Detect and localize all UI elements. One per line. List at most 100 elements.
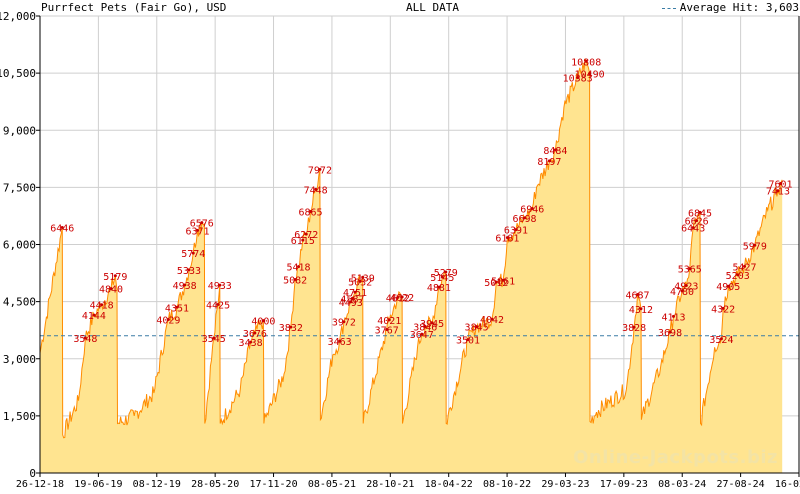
annotation-point	[695, 219, 699, 223]
annotation-point	[668, 330, 672, 334]
annotation-label: 10383	[563, 74, 593, 85]
annotation-point	[385, 328, 389, 332]
annotation-label: 3972	[332, 318, 356, 329]
annotation-point	[576, 76, 580, 80]
y-tick-label: 12,000	[0, 10, 36, 23]
x-tick-label: 28-05-20	[191, 479, 239, 490]
annotation-point	[304, 232, 308, 236]
annotation-label: 4780	[670, 287, 694, 298]
x-tick-label: 19-06-19	[74, 479, 122, 490]
chart-title: Purrfect Pets (Fair Go), USD	[41, 1, 227, 14]
annotation-point	[776, 189, 780, 193]
annotation-point	[523, 216, 527, 220]
annotation-point	[113, 274, 117, 278]
annotation-point	[166, 318, 170, 322]
annotation-label: 5279	[434, 268, 458, 279]
annotation-label: 5418	[286, 263, 310, 274]
x-tick-label: 18-04-22	[425, 479, 473, 490]
watermark-logo: Online-Jackpots.biz	[573, 447, 778, 468]
annotation-label: 5145	[430, 273, 454, 284]
annotation-point	[338, 339, 342, 343]
annotation-label: 8197	[537, 157, 561, 168]
annotation-point	[423, 325, 427, 329]
annotation-point	[109, 287, 113, 291]
x-tick-label: 16-02-25	[775, 479, 800, 490]
annotation-label: 3647	[410, 330, 434, 341]
annotation-point	[437, 285, 441, 289]
annotation-label: 3438	[239, 338, 263, 349]
x-tick-label: 28-10-21	[366, 479, 414, 490]
annotation-point	[353, 290, 357, 294]
annotation-label: 4312	[629, 305, 653, 316]
annotation-label: 3846	[413, 323, 437, 334]
annotation-point	[183, 283, 187, 287]
annotation-point	[684, 284, 688, 288]
annotation-point	[387, 318, 391, 322]
annotation-label: 4687	[625, 291, 649, 302]
x-tick-label: 17-09-23	[600, 479, 648, 490]
annotation-point	[680, 289, 684, 293]
annotation-label: 4612	[386, 293, 410, 304]
annotation-label: 5979	[743, 241, 767, 252]
y-tick-label: 4,500	[3, 296, 36, 309]
annotation-label: 4587	[340, 294, 364, 305]
annotation-point	[444, 270, 448, 274]
annotation-label: 3548	[73, 334, 97, 345]
annotation-point	[318, 167, 322, 171]
annotation-point	[191, 251, 195, 255]
annotation-point	[420, 332, 424, 336]
annotation-label: 6626	[685, 217, 709, 228]
annotation-label: 5179	[103, 272, 127, 283]
annotation-label: 5203	[726, 271, 750, 282]
annotation-point	[671, 314, 675, 318]
annotation-point	[350, 296, 354, 300]
y-tick-label: 10,500	[0, 67, 36, 80]
annotation-label: 4923	[674, 282, 698, 293]
annotation-label: 4113	[661, 312, 685, 323]
average-legend-text: Average Hit: 3,603	[679, 1, 799, 14]
annotation-label: 5427	[733, 262, 757, 273]
y-tick-label: 9,000	[3, 124, 36, 137]
annotation-label: 4418	[90, 301, 114, 312]
annotation-point	[753, 243, 757, 247]
annotation-label: 6371	[185, 226, 209, 237]
annotation-point	[249, 340, 253, 344]
annotation-label: 6845	[688, 208, 712, 219]
annotation-label: 3945	[420, 319, 444, 330]
annotation-label: 5365	[678, 265, 702, 276]
annotation-point	[358, 279, 362, 283]
annotation-label: 4905	[716, 282, 740, 293]
annotation-label: 6443	[681, 224, 705, 235]
annotation-label: 4840	[99, 285, 123, 296]
x-tick-label: 27-08-24	[717, 479, 765, 490]
annotation-point	[505, 236, 509, 240]
x-tick-label: 08-12-19	[133, 479, 181, 490]
annotation-label: 3463	[328, 337, 352, 348]
annotation-label: 5333	[177, 266, 201, 277]
y-tick-label: 0	[29, 467, 36, 480]
annotation-point	[530, 206, 534, 210]
series-area	[40, 58, 783, 473]
annotation-label: 6115	[291, 236, 315, 247]
annotation-point	[301, 238, 305, 242]
annotation-point	[514, 228, 518, 232]
annotation-point	[396, 295, 400, 299]
annotation-point	[691, 226, 695, 230]
annotation-label: 6576	[190, 219, 214, 230]
annotation-label: 4938	[173, 281, 197, 292]
annotation-point	[779, 182, 783, 186]
annotation-label: 4751	[343, 288, 367, 299]
annotation-label: 5012	[484, 278, 508, 289]
annotation-point	[430, 321, 434, 325]
annotation-point	[289, 325, 293, 329]
y-tick-label: 3,000	[3, 353, 36, 366]
annotation-label: 6181	[495, 234, 519, 245]
annotation-label: 7601	[768, 180, 792, 191]
annotation-label: 10808	[571, 57, 601, 68]
annotation-label: 6391	[504, 226, 528, 237]
annotation-label: 7413	[766, 187, 790, 198]
range-label: ALL DATA	[406, 1, 459, 14]
annotation-label: 7448	[304, 185, 328, 196]
annotation-label: 7972	[308, 165, 332, 176]
